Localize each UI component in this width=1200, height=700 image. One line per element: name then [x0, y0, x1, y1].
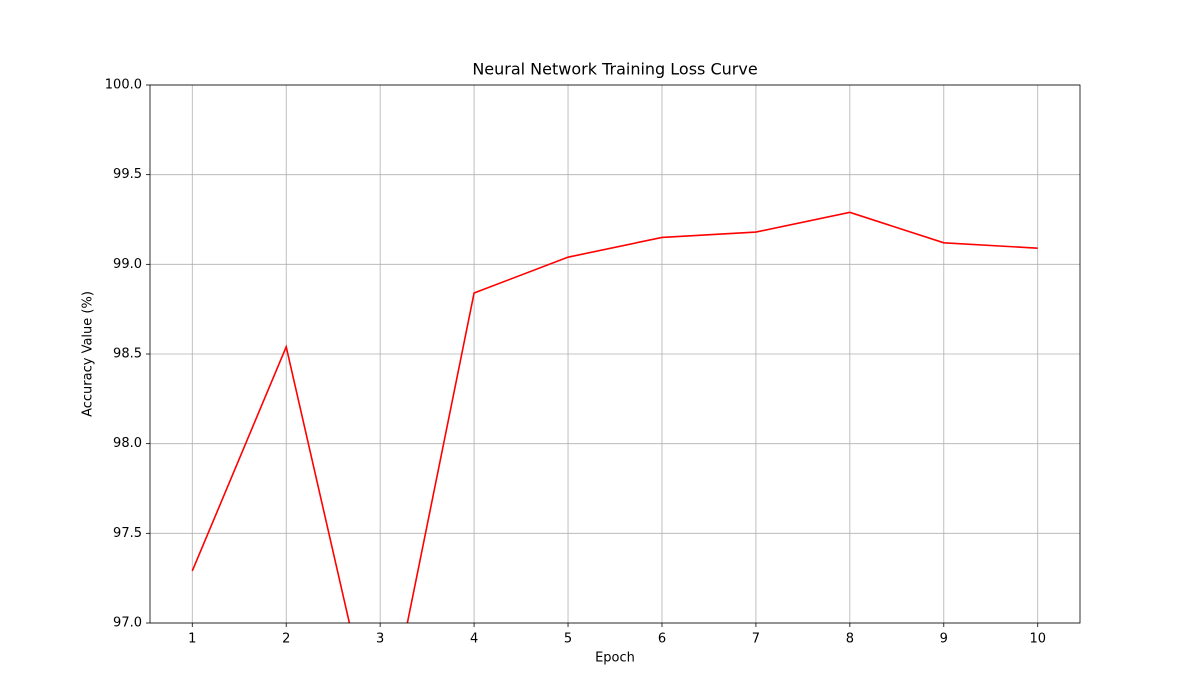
- x-tick-label: 7: [752, 632, 760, 647]
- chart-title: Neural Network Training Loss Curve: [472, 60, 757, 79]
- y-tick-label: 97.5: [113, 526, 142, 541]
- plot-frame: [149, 84, 1081, 624]
- x-tick-label: 8: [846, 632, 854, 647]
- x-tick-label: 4: [470, 632, 478, 647]
- y-tick-label: 97.0: [113, 616, 142, 631]
- y-tick-label: 98.0: [113, 436, 142, 451]
- y-tick-label: 100.0: [105, 78, 142, 93]
- y-tick-label: 99.5: [113, 167, 142, 182]
- x-tick-label: 6: [658, 632, 666, 647]
- x-tick-label: 5: [564, 632, 572, 647]
- x-tick-label: 1: [188, 632, 196, 647]
- x-tick-label: 9: [940, 632, 948, 647]
- data-line: [191, 211, 1038, 623]
- y-tick-label: 99.0: [113, 257, 142, 272]
- x-tick-label: 3: [376, 632, 384, 647]
- x-tick-label: 10: [1029, 632, 1046, 647]
- y-axis-label: Accuracy Value (%): [81, 291, 96, 417]
- y-tick-label: 98.5: [113, 347, 142, 362]
- x-axis-label: Epoch: [595, 651, 635, 666]
- x-tick-label: 2: [282, 632, 290, 647]
